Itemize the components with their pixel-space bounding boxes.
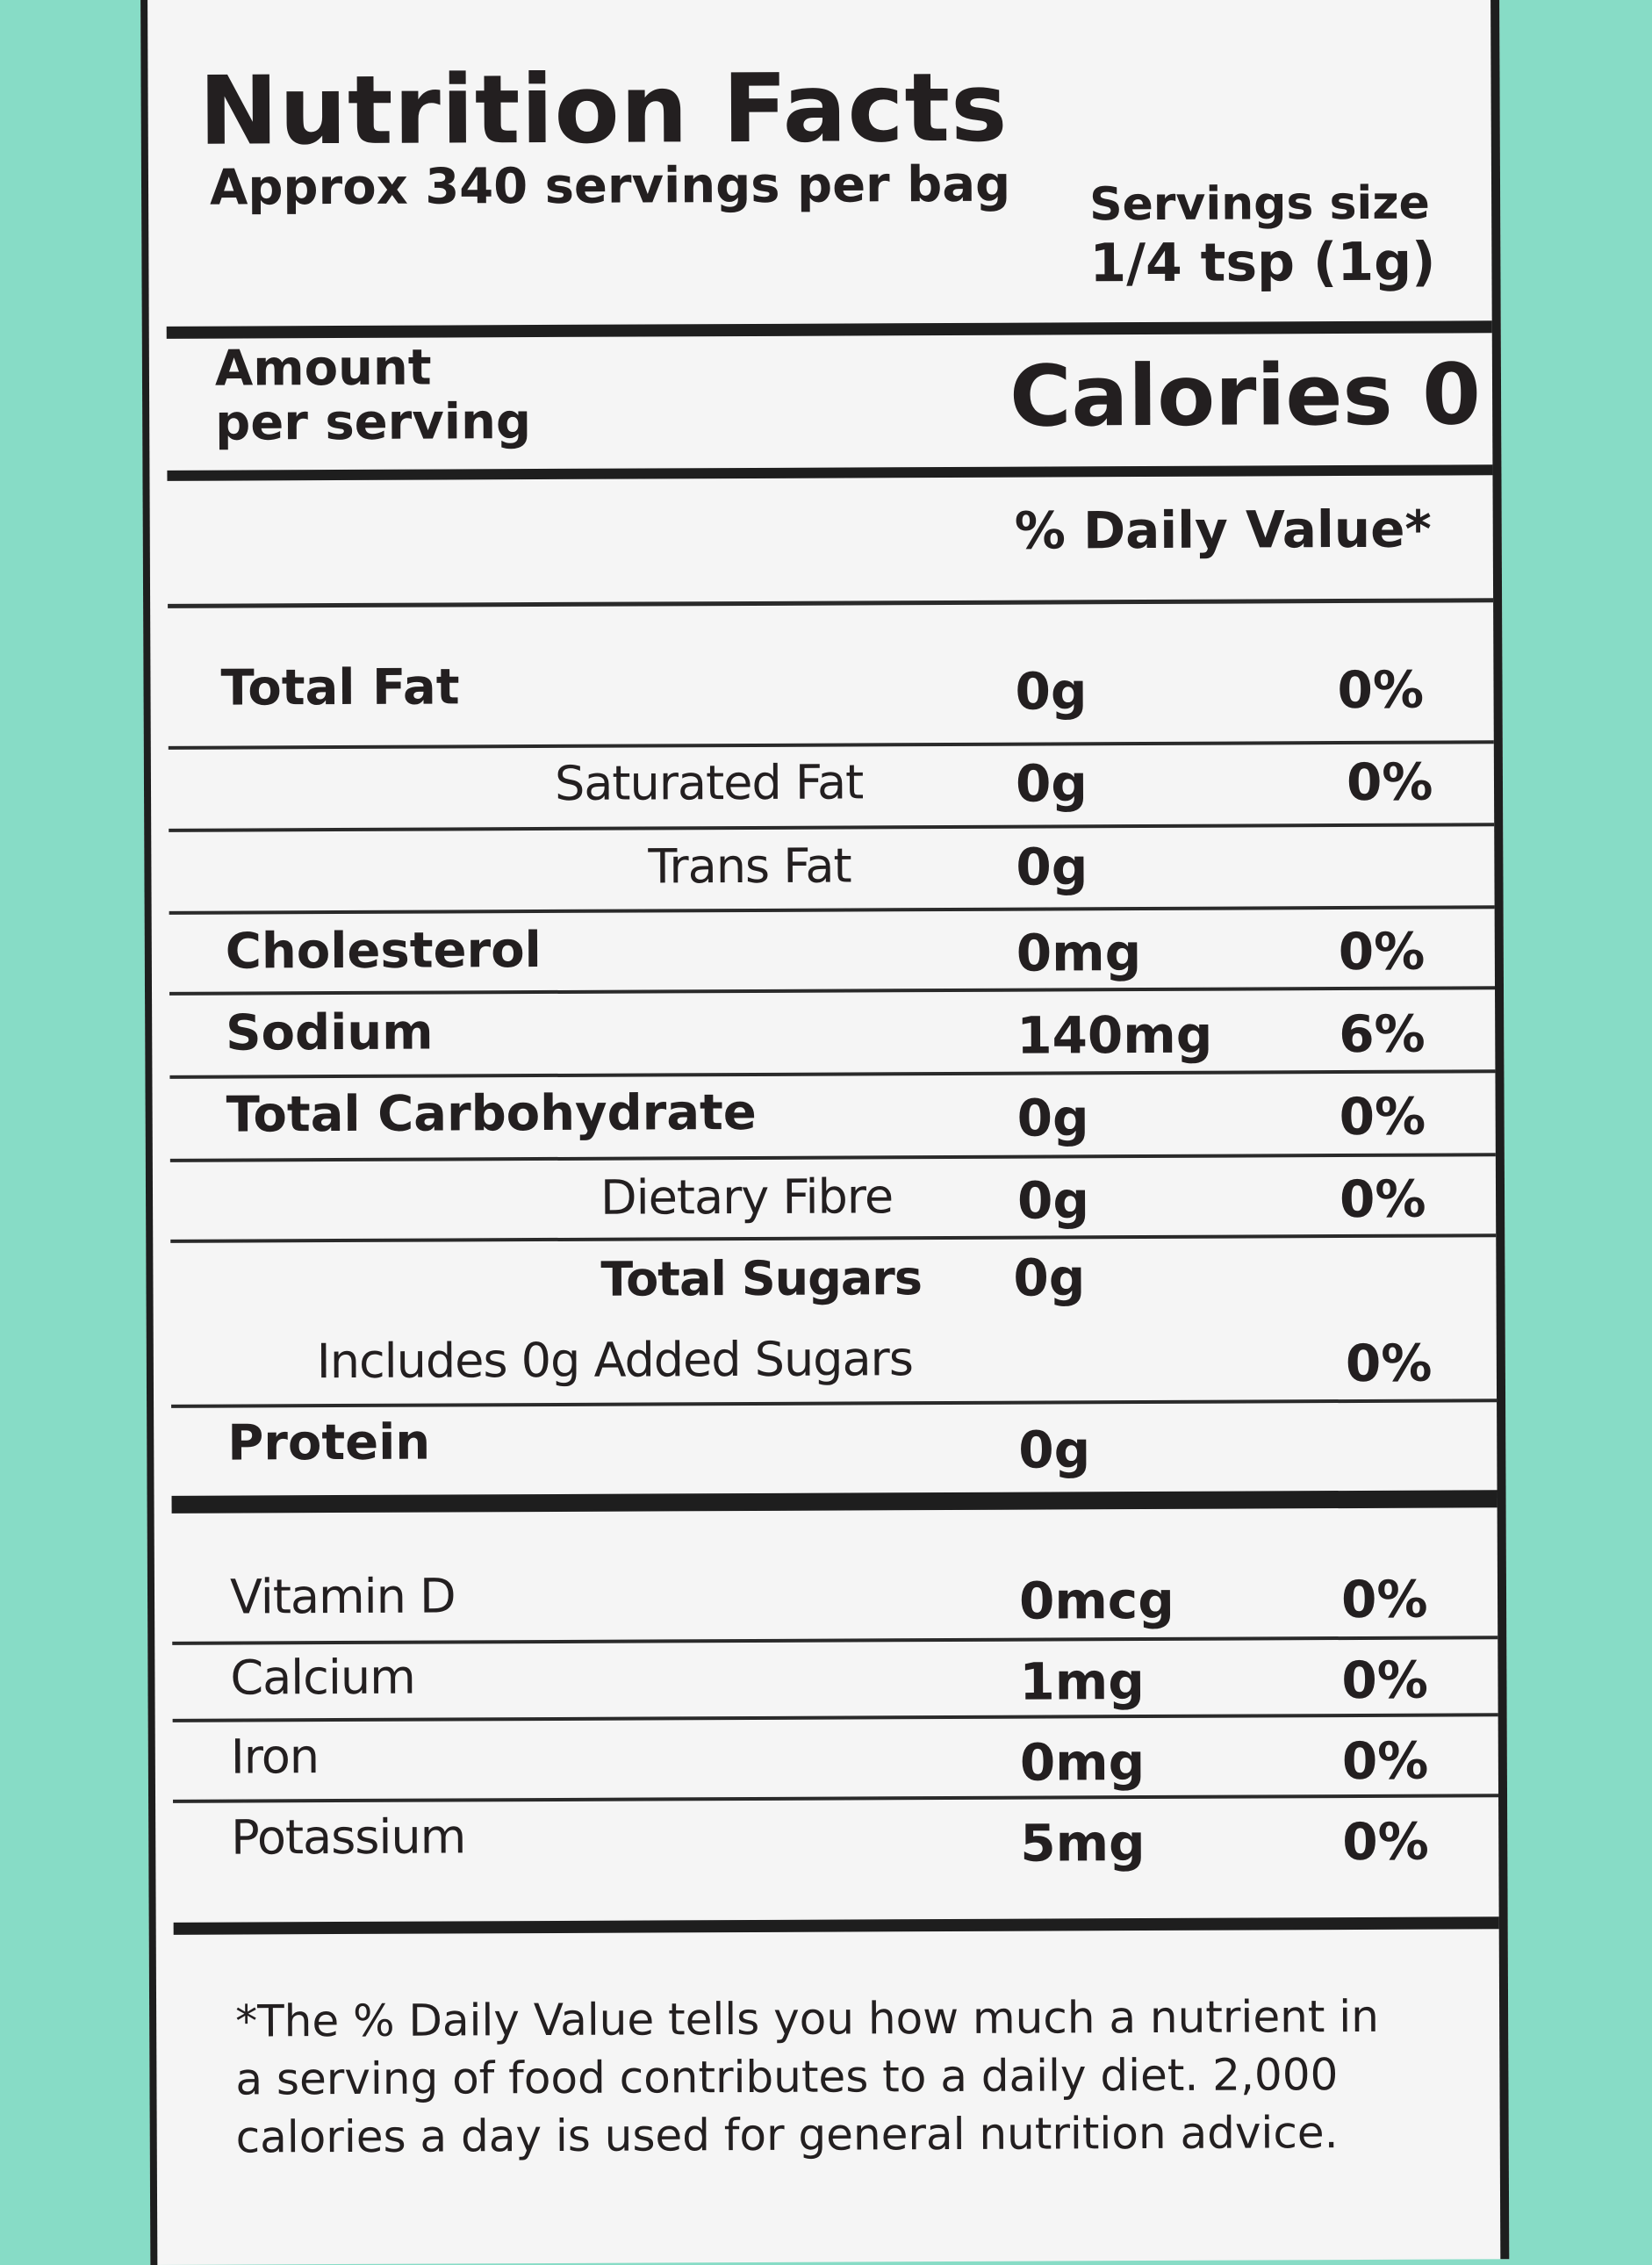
nutrient-name-sodium: Sodium (226, 1003, 434, 1062)
nutrient-amount-protein: 0g (1018, 1420, 1091, 1480)
vitamin-amount-vitamin-d: 0mcg (1018, 1570, 1174, 1631)
nutrient-amount-total-sugars: 0g (1013, 1248, 1086, 1308)
vitamin-amount-iron: 0mg (1019, 1732, 1146, 1793)
divider (170, 1233, 1497, 1243)
vitamin-amount-calcium: 1mg (1019, 1651, 1145, 1712)
amount-line-2: per serving (215, 393, 532, 452)
vitamin-name-iron: Iron (230, 1729, 320, 1785)
divider (168, 598, 1494, 608)
nutrient-dv-saturated-fat: 0% (1346, 751, 1433, 813)
servings-per-container: Approx 340 servings per bag (209, 155, 1011, 217)
nutrient-dv-cholesterol: 0% (1338, 921, 1426, 982)
nutrient-name-dietary-fibre: Dietary Fibre (600, 1168, 894, 1226)
nutrient-name-added-sugars: Includes 0g Added Sugars (316, 1331, 914, 1390)
divider (173, 1794, 1499, 1803)
nutrient-name-protein: Protein (227, 1413, 431, 1472)
vitamin-amount-potassium: 5mg (1020, 1813, 1146, 1873)
nutrient-dv-sodium: 6% (1339, 1003, 1426, 1065)
serving-size-value: 1/4 tsp (1g) (1089, 231, 1436, 295)
nutrient-amount-total-fat: 0g (1015, 661, 1088, 722)
daily-value-header: % Daily Value* (1014, 499, 1432, 561)
nutrient-dv-total-fat: 0% (1337, 659, 1425, 721)
divider (169, 1069, 1496, 1079)
vitamin-dv-calcium: 0% (1341, 1650, 1429, 1711)
serving-size-label: Servings size (1088, 176, 1430, 232)
vitamin-dv-potassium: 0% (1342, 1811, 1429, 1873)
divider (169, 823, 1495, 832)
nutrient-amount-total-carbohydrate: 0g (1016, 1088, 1089, 1148)
divider (169, 1153, 1496, 1162)
medium-divider (167, 464, 1493, 481)
nutrient-amount-trans-fat: 0g (1016, 837, 1088, 897)
nutrient-name-total-sugars: Total Sugars (600, 1250, 923, 1307)
nutrient-dv-total-carbohydrate: 0% (1339, 1086, 1426, 1147)
nutrient-amount-dietary-fibre: 0g (1016, 1170, 1090, 1231)
divider (172, 1636, 1498, 1645)
divider (169, 905, 1495, 915)
vitamin-name-potassium: Potassium (231, 1808, 466, 1866)
nutrient-name-cholesterol: Cholesterol (225, 922, 542, 981)
thick-divider (166, 320, 1492, 339)
amount-line-1: Amount (214, 339, 432, 398)
divider (171, 1399, 1498, 1408)
vitamin-name-vitamin-d: Vitamin D (229, 1568, 456, 1625)
vitamin-dv-iron: 0% (1341, 1730, 1429, 1792)
nutrient-amount-cholesterol: 0mg (1016, 923, 1142, 983)
thick-divider (173, 1916, 1499, 1935)
vitamin-name-calcium: Calcium (230, 1649, 415, 1706)
nutrient-name-total-fat: Total Fat (220, 658, 460, 717)
label-title: Nutrition Facts (198, 53, 1009, 167)
nutrient-name-total-carbohydrate: Total Carbohydrate (226, 1083, 757, 1144)
calories: Calories 0 (1009, 345, 1482, 446)
divider (169, 986, 1496, 996)
nutrient-amount-sodium: 140mg (1016, 1004, 1213, 1066)
nutrient-name-saturated-fat: Saturated Fat (554, 754, 864, 811)
nutrient-name-trans-fat: Trans Fat (648, 838, 851, 895)
divider (168, 740, 1494, 750)
nutrient-dv-added-sugars: 0% (1345, 1333, 1433, 1394)
nutrient-amount-saturated-fat: 0g (1015, 753, 1088, 814)
thick-divider (171, 1490, 1498, 1514)
vitamin-dv-vitamin-d: 0% (1340, 1569, 1428, 1630)
daily-value-footnote: *The % Daily Value tells you how much a … (235, 1990, 1380, 2163)
nutrient-dv-dietary-fibre: 0% (1339, 1168, 1426, 1230)
divider (172, 1713, 1498, 1722)
nutrition-label: Nutrition Facts Approx 340 servings per … (140, 0, 1510, 2265)
amount-per-serving: Amount per serving (214, 339, 532, 452)
